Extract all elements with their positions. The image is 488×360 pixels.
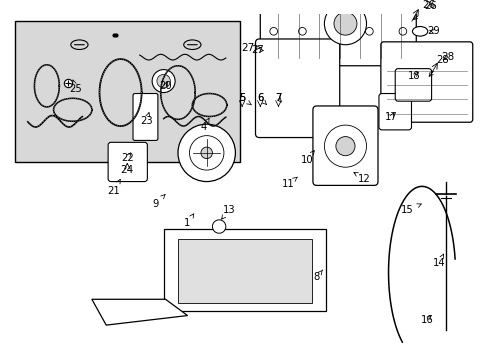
Text: 20: 20 xyxy=(159,81,171,91)
Text: 3: 3 xyxy=(0,359,1,360)
FancyBboxPatch shape xyxy=(255,39,339,138)
Text: 22: 22 xyxy=(121,153,133,163)
Text: 7: 7 xyxy=(275,93,281,103)
Text: 26: 26 xyxy=(412,1,436,19)
Circle shape xyxy=(157,75,170,88)
Circle shape xyxy=(331,27,339,35)
Circle shape xyxy=(298,27,305,35)
Ellipse shape xyxy=(411,27,427,36)
Text: 11: 11 xyxy=(281,177,297,189)
Text: 1: 1 xyxy=(184,214,193,228)
Text: 7: 7 xyxy=(275,93,281,103)
Polygon shape xyxy=(178,239,311,303)
Text: 23: 23 xyxy=(140,113,152,126)
FancyBboxPatch shape xyxy=(15,21,240,162)
Circle shape xyxy=(324,125,366,167)
Text: 6: 6 xyxy=(257,93,266,104)
FancyBboxPatch shape xyxy=(133,94,158,140)
Circle shape xyxy=(201,147,212,159)
Polygon shape xyxy=(92,299,187,325)
Text: 16: 16 xyxy=(420,315,432,325)
Circle shape xyxy=(212,220,225,233)
Text: 5: 5 xyxy=(239,93,245,103)
Circle shape xyxy=(335,136,354,156)
Text: 10: 10 xyxy=(300,150,314,165)
Text: 18: 18 xyxy=(407,71,420,81)
Text: 13: 13 xyxy=(221,205,235,219)
Circle shape xyxy=(189,136,224,170)
Text: 21: 21 xyxy=(107,179,120,196)
Circle shape xyxy=(333,12,356,35)
Text: 14: 14 xyxy=(432,254,445,268)
Text: 25: 25 xyxy=(69,80,82,94)
Text: 24: 24 xyxy=(121,165,134,175)
Text: 8: 8 xyxy=(313,270,322,282)
Text: 27: 27 xyxy=(251,45,264,55)
FancyBboxPatch shape xyxy=(378,94,411,130)
Circle shape xyxy=(365,27,372,35)
Text: 15: 15 xyxy=(401,204,420,215)
Text: 17: 17 xyxy=(384,112,397,122)
FancyBboxPatch shape xyxy=(380,42,472,122)
Text: 28: 28 xyxy=(440,52,453,62)
Circle shape xyxy=(152,69,175,93)
Text: 5: 5 xyxy=(239,93,251,105)
Circle shape xyxy=(324,3,366,45)
FancyBboxPatch shape xyxy=(394,69,431,101)
Circle shape xyxy=(178,124,235,181)
Polygon shape xyxy=(163,229,325,311)
Text: 19: 19 xyxy=(0,359,1,360)
Circle shape xyxy=(398,27,406,35)
FancyBboxPatch shape xyxy=(312,106,377,185)
Text: 2: 2 xyxy=(0,359,1,360)
Text: 26: 26 xyxy=(421,0,434,9)
Text: 6: 6 xyxy=(257,93,263,103)
Text: 28: 28 xyxy=(428,55,448,76)
Text: 27: 27 xyxy=(241,42,254,53)
FancyBboxPatch shape xyxy=(108,142,147,181)
Text: 29: 29 xyxy=(426,26,439,36)
FancyBboxPatch shape xyxy=(260,0,415,66)
Text: 12: 12 xyxy=(353,172,370,184)
Text: 9: 9 xyxy=(152,194,165,208)
Text: 4: 4 xyxy=(200,118,209,132)
Circle shape xyxy=(269,27,277,35)
